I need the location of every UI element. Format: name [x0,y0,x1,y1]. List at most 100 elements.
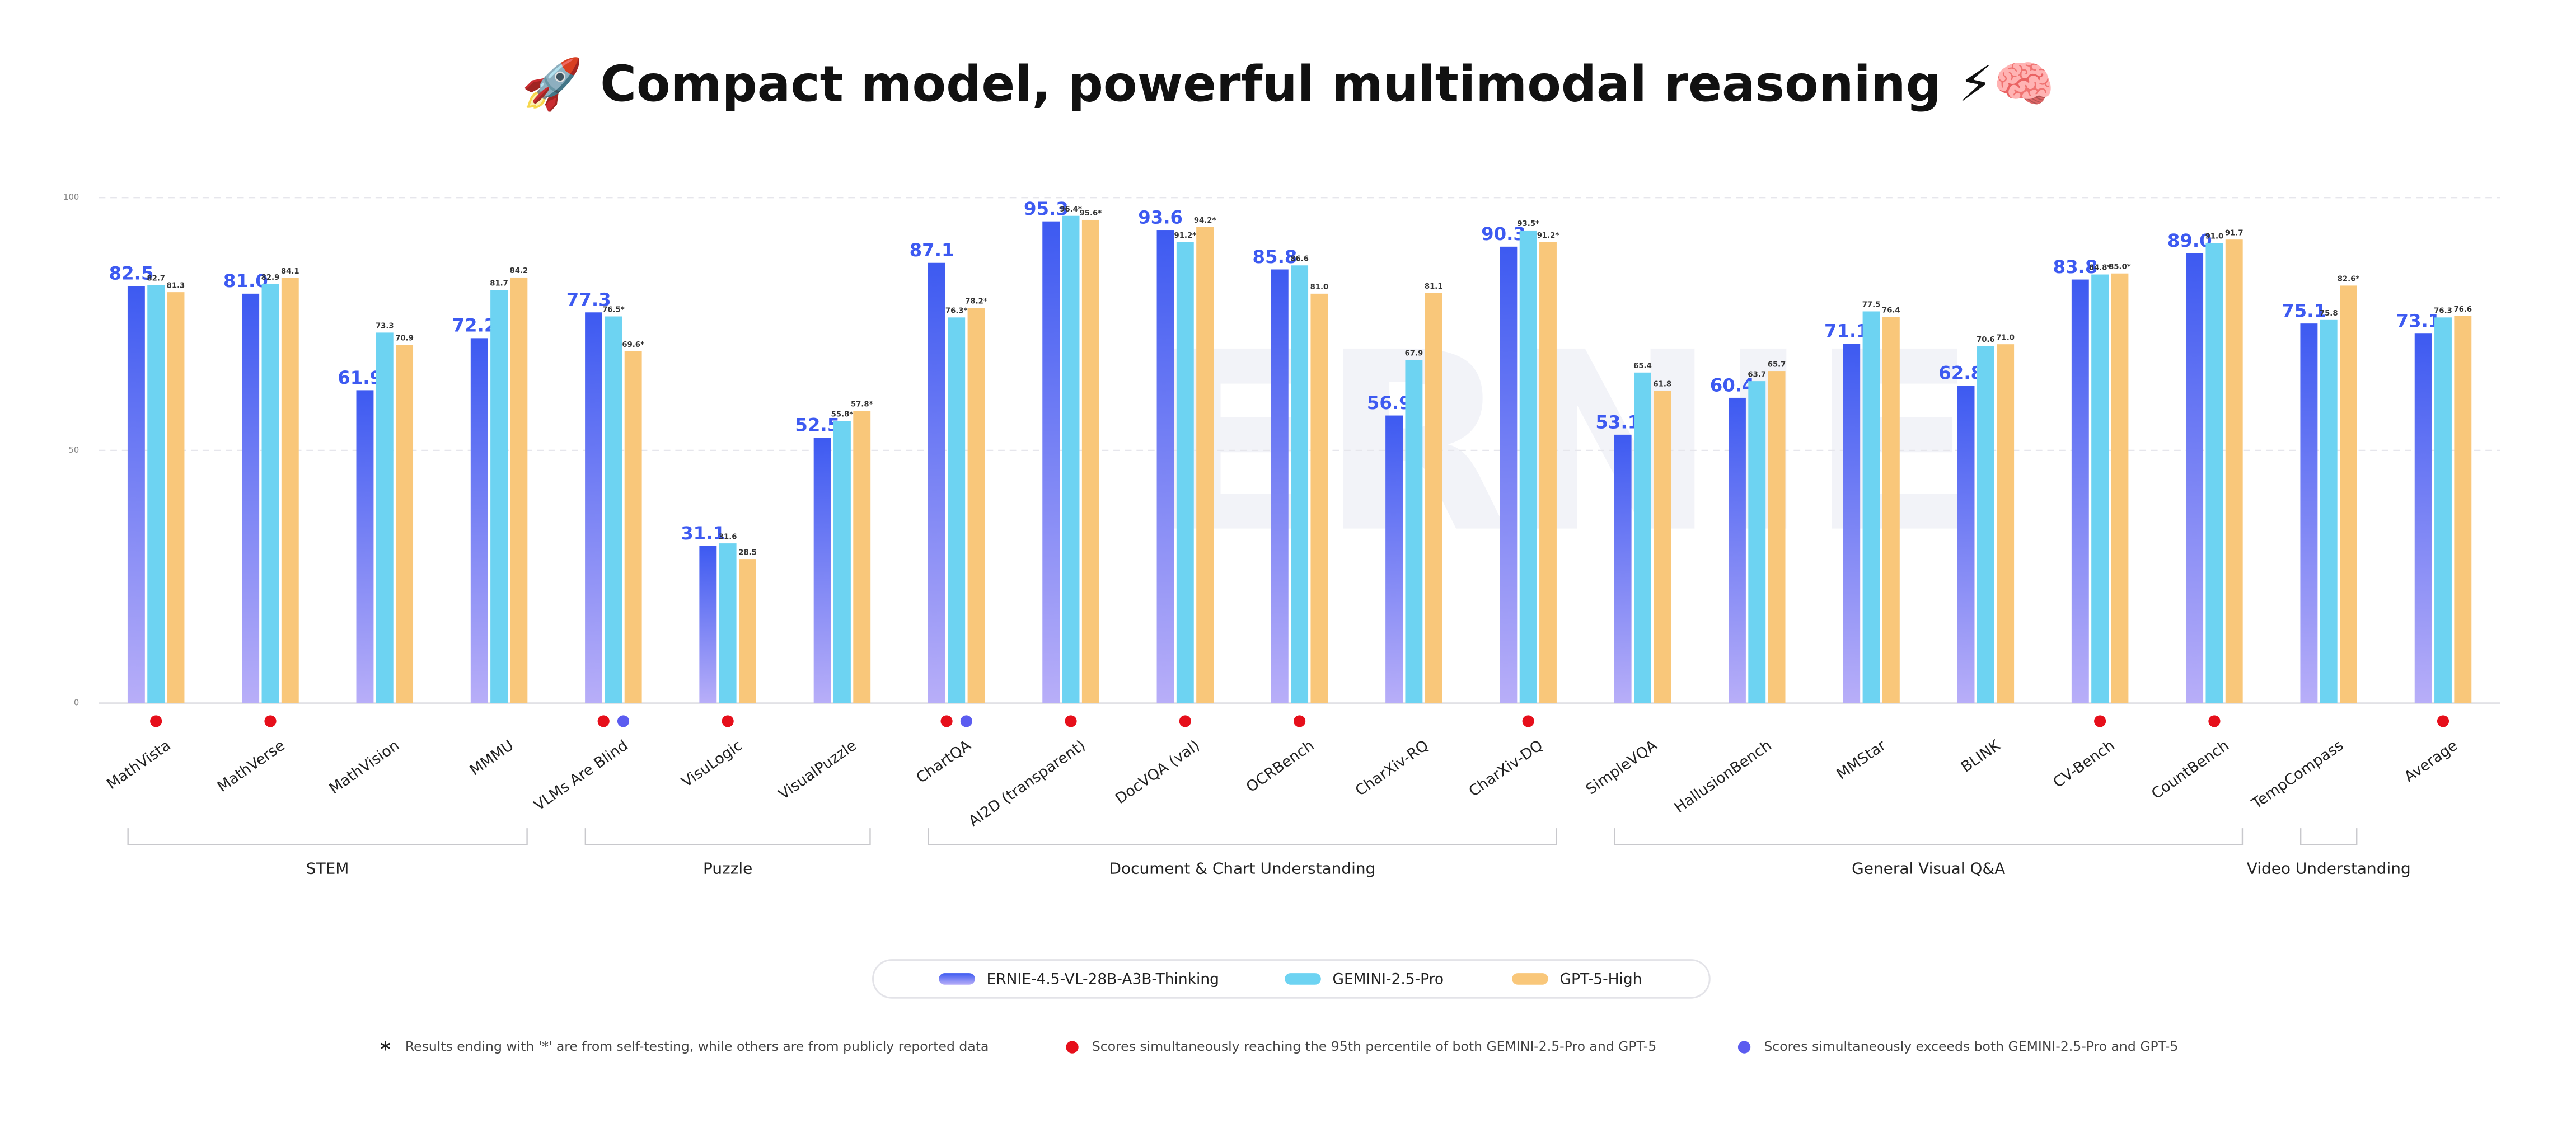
value-label: 76.4 [1882,307,1900,315]
bar [719,543,737,703]
bar [605,316,622,703]
bar [1843,344,1861,703]
flag-dot [1294,715,1306,727]
value-label: 57.8* [851,401,873,409]
bar [699,546,717,703]
value-label: 82.6* [2338,275,2360,284]
bar [1291,265,1309,703]
bar [1862,311,1880,703]
value-label-main: 53.1 [1595,411,1640,433]
group-label: Video Understanding [2247,859,2411,878]
bar [147,285,165,703]
bar [1614,434,1632,703]
group-bracket [928,828,1557,845]
bar [396,345,414,703]
value-label-main: 93.6 [1138,206,1183,228]
note-dot [1737,1041,1751,1054]
bar [2091,274,2109,703]
bar [1519,230,1537,703]
x-tick-label: MathVerse [214,737,288,796]
note-text: Scores simultaneously exceeds both GEMIN… [1764,1039,2178,1054]
value-label: 77.5 [1862,301,1881,309]
bar [1081,219,1099,703]
bar [585,312,602,703]
x-tick-label: Average [2401,737,2461,786]
value-label-main: 90.3 [1481,223,1526,245]
bar [1425,293,1442,703]
bar [242,293,260,703]
value-label-main: 85.8 [1253,246,1298,267]
value-label: 76.3 [2434,307,2452,316]
value-label: 85.0* [2109,263,2131,271]
x-tick-label: OCRBench [1243,737,1318,796]
value-label-main: 52.5 [795,415,840,436]
value-label: 84.1 [281,267,299,276]
value-label: 55.8* [831,411,854,419]
value-label-main: 31.1 [681,523,725,544]
value-label: 81.0 [1310,283,1329,292]
group-label: Document & Chart Understanding [1109,859,1376,878]
value-label: 91.2* [1174,232,1197,240]
value-label-main: 81.0 [223,270,268,292]
value-label: 73.3 [376,322,394,331]
value-label: 67.9 [1405,349,1423,358]
bar [2111,273,2129,703]
bar [1405,360,1423,703]
bar [1997,344,2015,703]
value-label: 81.1 [1425,283,1443,291]
value-label-main: 73.1 [2396,311,2441,332]
value-label: 94.2* [1194,217,1216,225]
flag-dot [1179,715,1191,727]
watermark: ERNIE [1151,300,1978,588]
group-bracket [584,828,871,845]
bar [2434,317,2452,703]
bar [1500,246,1518,703]
x-tick-label: HallusionBench [1671,737,1774,817]
value-label-main: 75.1 [2282,300,2326,322]
bar [1042,221,1060,703]
value-label-main: 95.3 [1024,198,1069,219]
flag-dot [264,715,277,727]
bar [510,277,528,703]
flag-dot [617,715,630,727]
bar [1748,381,1766,703]
bar [2414,333,2432,703]
value-label-main: 61.9 [338,367,382,388]
flag-dot [597,715,610,727]
value-label: 78.2* [965,297,987,306]
value-label: 93.5* [1517,220,1539,228]
value-label-main: 71.1 [1824,321,1869,342]
value-label-main: 62.8 [1938,363,1983,384]
value-label: 82.7 [147,275,165,283]
bar [948,317,966,703]
value-label: 86.6 [1290,255,1309,263]
value-label: 96.4* [1060,205,1082,214]
bar [624,351,642,703]
legend-label: GEMINI-2.5-Pro [1332,970,1444,988]
value-label: 63.7 [1748,370,1766,379]
bar [1385,415,1403,703]
x-tick-label: MathVista [104,737,174,793]
value-label: 70.6 [1977,336,1995,344]
x-tick-label: VisualPuzzle [775,737,860,804]
value-label: 81.3 [167,281,185,290]
y-tick-label: 50 [69,445,79,455]
value-label: 65.4 [1633,362,1652,370]
x-tick-label: MMMU [467,737,517,779]
bar [261,284,279,703]
bar [813,438,831,703]
x-tick-label: CV-Bench [2050,737,2118,792]
flag-dot [2208,715,2221,727]
note-text: Results ending with '*' are from self-te… [405,1039,989,1054]
bar [853,411,871,703]
value-label: 75.8 [2320,309,2338,318]
y-tick-label: 0 [74,698,79,708]
value-label-main: 83.8 [2053,256,2098,278]
note-symbol: * [380,1038,390,1061]
bar [356,390,374,703]
group-label: General Visual Q&A [1852,859,2005,878]
flag-dot [940,715,953,727]
bar [833,421,851,703]
x-tick-label: VisuLogic [678,737,746,791]
value-label-main: 77.3 [566,289,611,311]
